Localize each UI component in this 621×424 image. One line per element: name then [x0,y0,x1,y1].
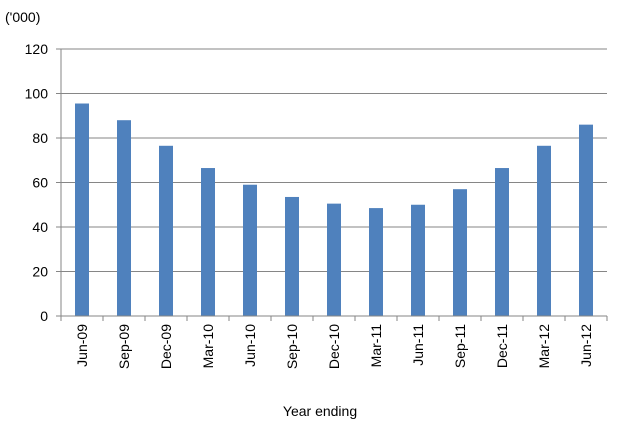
bar [495,168,509,316]
bar [411,204,425,316]
bar [159,145,173,316]
x-tick-label: Sep-11 [452,324,468,368]
x-tick-label: Mar-11 [368,324,384,368]
bar [201,168,215,316]
y-tick-label: 0 [40,308,48,324]
x-axis-ticks: Jun-09 Sep-09 Dec-09 Mar-10 Jun-10 Sep-10 Dec-… [60,316,608,369]
bar [75,103,89,316]
bar [243,184,257,316]
bar [327,203,341,316]
gridlines [61,48,607,272]
y-tick-label: 120 [25,41,49,57]
x-axis-title: Year ending [283,403,357,419]
x-tick-label: Jun-09 [74,324,90,367]
y-tick-label: 40 [32,219,48,235]
x-tick-label: Mar-12 [536,324,552,369]
x-tick-label: Dec-09 [158,324,174,369]
x-tick-label: Mar-10 [200,324,216,369]
y-tick-label: 20 [32,264,48,280]
x-tick-label: Dec-10 [326,324,342,369]
x-tick-label: Sep-10 [284,324,300,369]
bars [75,103,593,317]
bar [285,196,299,316]
bar [453,189,467,316]
x-tick-label: Sep-09 [116,324,132,369]
y-axis-ticks: 0 20 40 60 80 100 120 [25,41,61,324]
y-tick-label: 100 [25,86,49,102]
y-tick-label: 80 [32,130,48,146]
x-tick-label: Jun-11 [410,324,426,366]
y-tick-label: 60 [32,175,48,191]
unit-label: ('000) [5,9,40,25]
bar [369,208,383,316]
x-tick-label: Jun-12 [578,324,594,367]
bar [537,145,551,316]
bar [579,124,593,317]
x-tick-label: Jun-10 [242,324,258,367]
x-tick-label: Dec-11 [494,324,510,368]
bar [117,120,131,316]
